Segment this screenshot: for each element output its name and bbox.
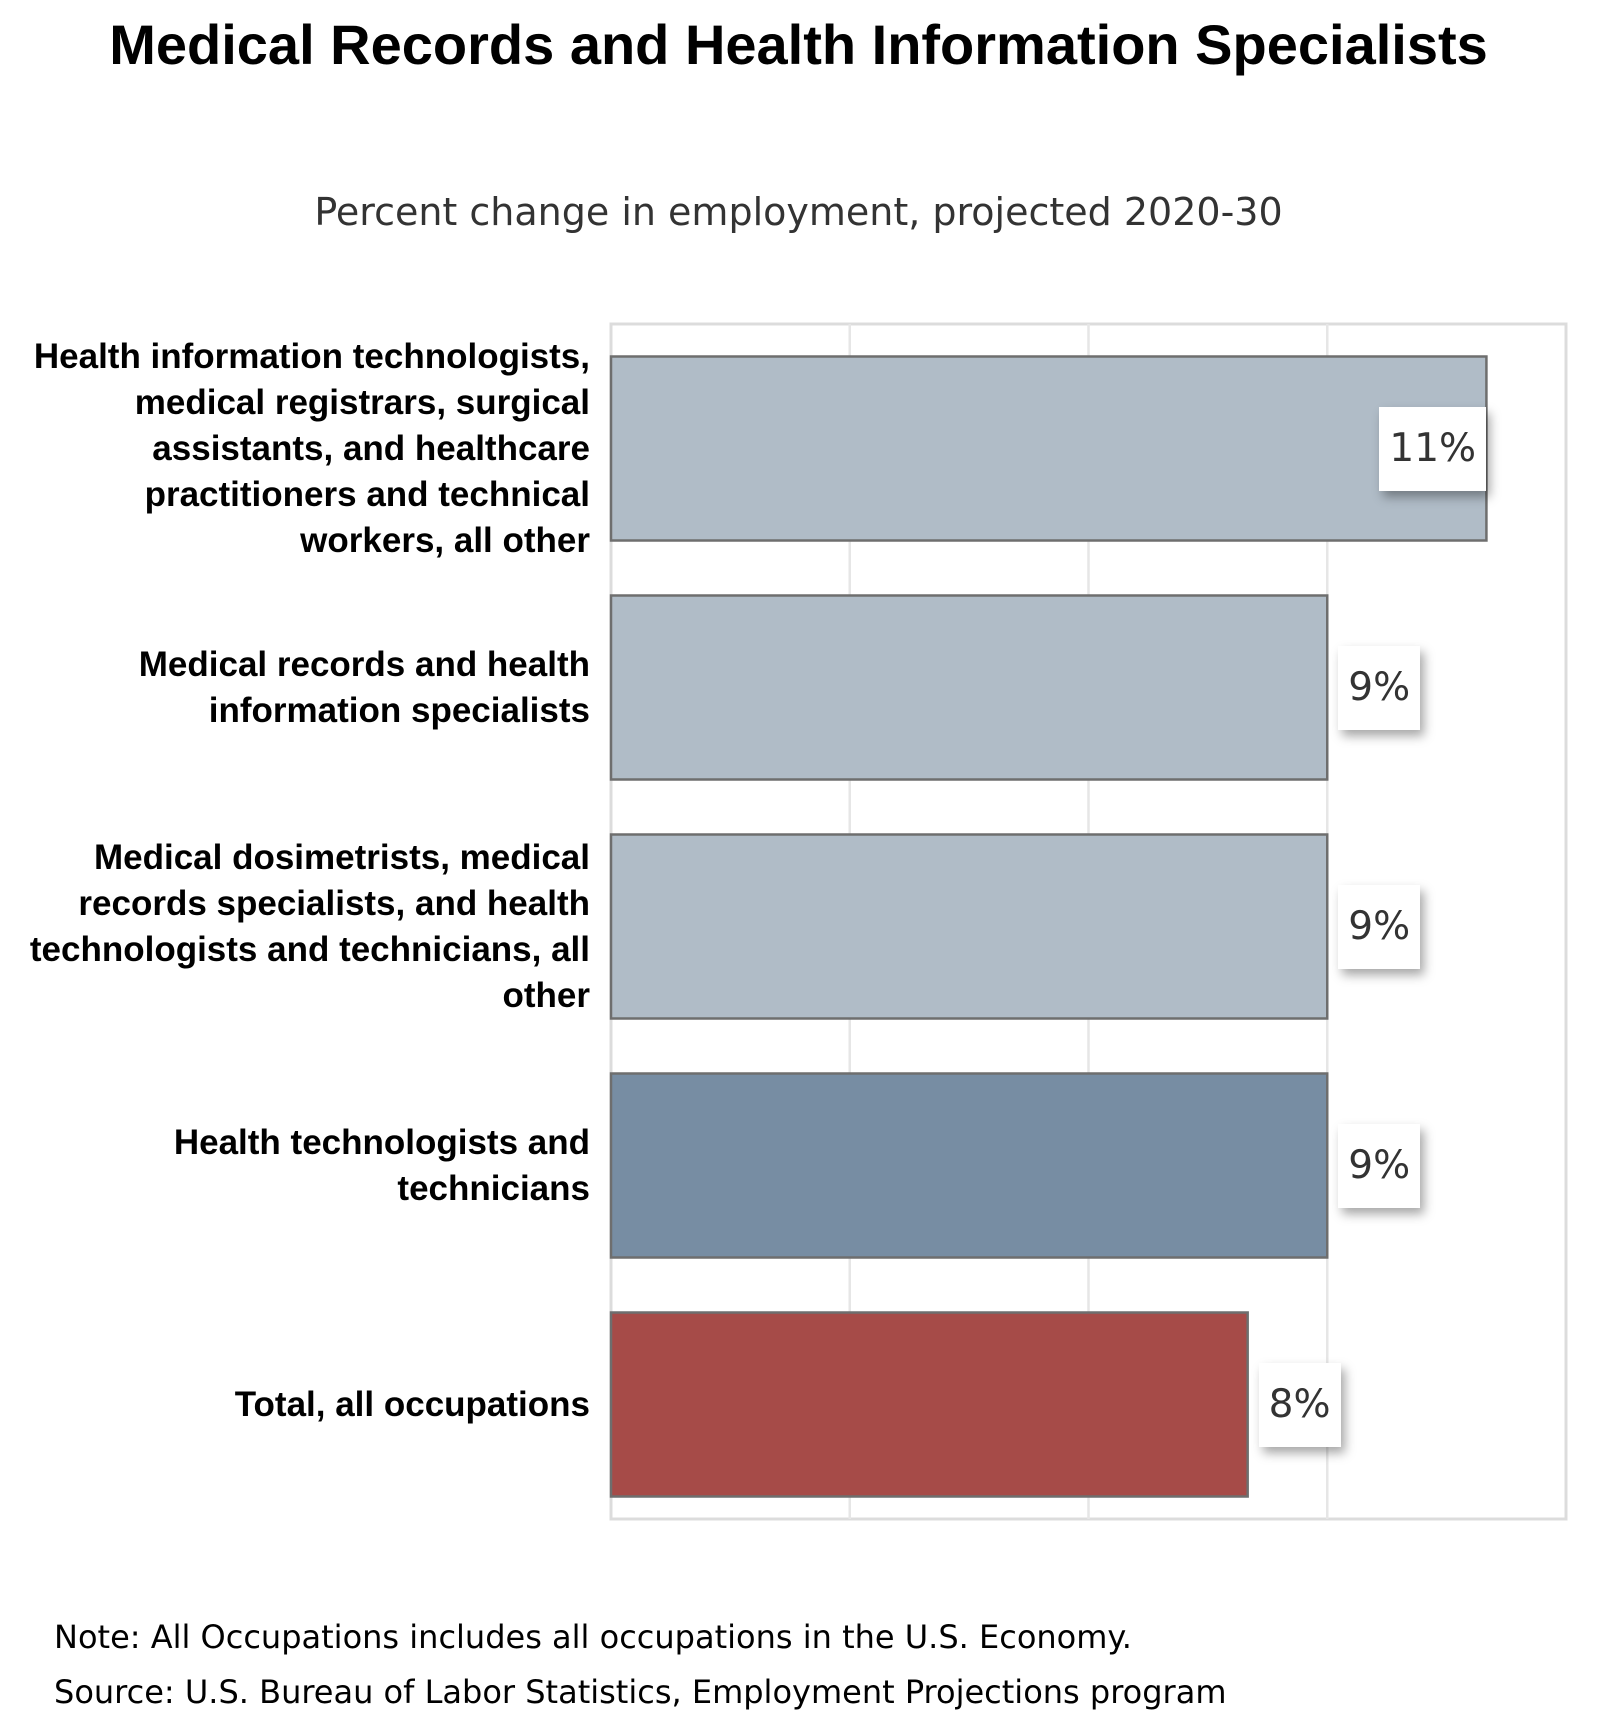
category-label: Medical records and health information s…: [138, 644, 590, 730]
data-label: 11%: [1379, 406, 1487, 491]
bar: [609, 833, 1329, 1020]
bar: [609, 594, 1329, 781]
category-label: Total, all occupations: [234, 1384, 590, 1424]
category-label: Health technologists and technicians: [173, 1122, 590, 1208]
data-label: 9%: [1338, 1123, 1421, 1208]
chart-subtitle: Percent change in employment, projected …: [314, 190, 1283, 234]
data-label: 9%: [1338, 884, 1421, 969]
category-label: Health information technologists, medica…: [33, 336, 590, 560]
category-label: Medical dosimetrists, medical records sp…: [29, 837, 590, 1015]
data-label: 9%: [1338, 645, 1421, 730]
bar: [609, 355, 1488, 542]
chart-title: Medical Records and Health Information S…: [109, 13, 1488, 76]
bar: [609, 1072, 1329, 1259]
note-text: Note: All Occupations includes all occup…: [54, 1618, 1132, 1656]
source-text: Source: U.S. Bureau of Labor Statistics,…: [54, 1673, 1227, 1711]
data-label: 8%: [1258, 1362, 1341, 1447]
bar: [609, 1311, 1249, 1498]
